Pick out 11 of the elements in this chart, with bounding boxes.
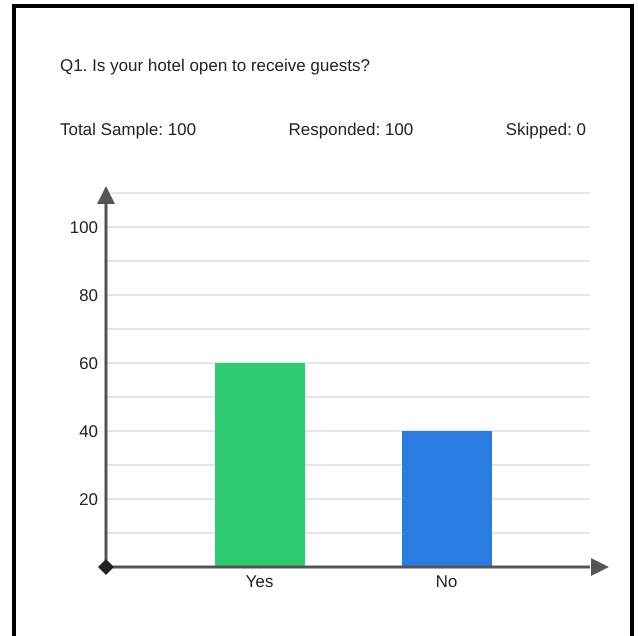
text: Total Sample: 100 bbox=[60, 120, 196, 140]
y-tick-label: 60 bbox=[79, 354, 98, 374]
y-tick-label: 40 bbox=[79, 422, 98, 442]
x-tick-label: Yes bbox=[246, 572, 274, 592]
y-tick-label: 20 bbox=[79, 490, 98, 510]
chart-title: Q1. Is your hotel open to receive guests? bbox=[60, 56, 370, 76]
x-tick-label: No bbox=[436, 572, 458, 592]
y-tick-label: 80 bbox=[79, 286, 98, 306]
y-tick-label: 100 bbox=[70, 218, 98, 238]
text: Skipped: 0 bbox=[506, 120, 586, 140]
text: Responded: 100 bbox=[288, 120, 414, 140]
